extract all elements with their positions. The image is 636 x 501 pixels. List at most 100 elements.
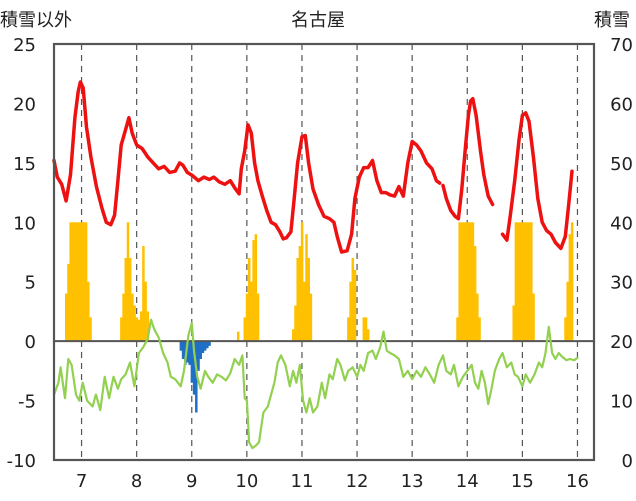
bar-s2-9 xyxy=(84,222,88,342)
x-tick-label: 14 xyxy=(456,471,479,492)
bar-s2-32 xyxy=(256,293,260,342)
left-tick-label: 0 xyxy=(25,332,36,353)
line-s0-seg2 xyxy=(500,111,574,251)
bar-s2-21 xyxy=(139,311,143,342)
right-tick-label: 40 xyxy=(610,213,633,234)
bar-s2-31 xyxy=(254,234,258,342)
bar-s3-8 xyxy=(197,341,200,371)
bar-s2-68 xyxy=(530,222,533,342)
bar-s2-37 xyxy=(300,222,304,342)
right-tick-label: 60 xyxy=(610,94,633,115)
bar-s2-56 xyxy=(471,222,475,342)
bar-s2-20 xyxy=(137,319,141,342)
bar-s2-18 xyxy=(133,305,136,342)
bar-s2-17 xyxy=(131,293,134,342)
bar-s2-12 xyxy=(120,317,123,342)
left-tick-label: -5 xyxy=(18,392,36,413)
bar-s2-44 xyxy=(351,257,355,342)
line-s1-seg0 xyxy=(52,318,579,450)
bar-s3-0 xyxy=(179,341,183,351)
bar-s3-3 xyxy=(186,341,189,363)
right-axis-title: 積雪 xyxy=(594,10,630,31)
bar-s2-29 xyxy=(250,281,253,342)
bar-s2-11 xyxy=(89,317,92,342)
left-tick-label: 20 xyxy=(13,94,36,115)
bar-s2-48 xyxy=(366,329,370,342)
bar-s2-55 xyxy=(469,222,472,342)
x-tick-label: 13 xyxy=(401,471,424,492)
bar-s2-23 xyxy=(144,281,147,342)
left-tick-label: 15 xyxy=(13,154,36,175)
bar-s2-45 xyxy=(353,269,357,342)
left-tick-label: 5 xyxy=(25,273,36,294)
bar-s2-67 xyxy=(527,222,531,342)
right-tick-label: 0 xyxy=(622,451,633,472)
bar-s2-1 xyxy=(67,263,70,342)
bar-s3-4 xyxy=(188,341,191,365)
bar-s3-5 xyxy=(190,341,194,383)
bar-s2-62 xyxy=(516,222,520,342)
bar-s2-28 xyxy=(247,257,251,342)
x-tick-label: 16 xyxy=(566,471,589,492)
bar-s3-10 xyxy=(201,341,205,354)
bar-s2-5 xyxy=(76,222,79,342)
bar-s3-13 xyxy=(208,341,211,346)
bar-s3-12 xyxy=(206,341,209,349)
bar-s2-59 xyxy=(478,317,481,342)
bar-s2-26 xyxy=(243,317,247,342)
bar-s2-19 xyxy=(135,317,139,342)
bar-s2-69 xyxy=(532,293,535,342)
bar-s3-9 xyxy=(199,341,202,359)
x-tick-label: 11 xyxy=(291,471,314,492)
x-tick-label: 8 xyxy=(131,471,142,492)
bar-s2-42 xyxy=(347,317,350,342)
bar-s2-7 xyxy=(80,222,83,342)
bar-s2-39 xyxy=(305,234,308,342)
bar-s2-16 xyxy=(128,257,132,342)
right-tick-label: 20 xyxy=(610,332,633,353)
bar-s2-27 xyxy=(245,293,249,342)
bar-s2-57 xyxy=(473,246,477,342)
bar-s2-8 xyxy=(82,222,86,342)
right-tick-label: 70 xyxy=(610,35,633,56)
bar-s2-60 xyxy=(512,305,515,342)
bar-s2-41 xyxy=(309,293,313,342)
bar-s2-25 xyxy=(236,331,240,342)
bar-s2-72 xyxy=(568,234,572,342)
x-tick-label: 9 xyxy=(186,471,197,492)
bar-s2-43 xyxy=(349,281,352,342)
bar-s2-0 xyxy=(65,293,68,342)
bar-s2-24 xyxy=(146,311,150,342)
bar-s2-53 xyxy=(465,222,468,342)
bar-s2-2 xyxy=(69,222,72,342)
bar-s2-13 xyxy=(122,293,125,342)
bar-s2-64 xyxy=(521,222,524,342)
bar-s2-46 xyxy=(362,317,366,342)
chart-title: 名古屋 xyxy=(291,10,345,31)
x-tick-label: 15 xyxy=(511,471,534,492)
bar-s3-6 xyxy=(192,341,196,395)
bar-s2-50 xyxy=(458,222,461,342)
left-tick-label: 25 xyxy=(13,35,36,56)
bar-s2-35 xyxy=(296,257,299,342)
bar-s2-38 xyxy=(303,281,306,342)
bar-s2-22 xyxy=(142,246,145,342)
right-tick-label: 50 xyxy=(610,154,633,175)
bar-s2-34 xyxy=(294,305,297,342)
bar-s2-14 xyxy=(124,257,128,342)
bar-s2-6 xyxy=(78,222,81,342)
right-tick-label: 10 xyxy=(610,392,633,413)
bar-s2-49 xyxy=(456,317,459,342)
bar-s3-11 xyxy=(203,341,207,351)
x-tick-label: 10 xyxy=(235,471,258,492)
bar-s2-63 xyxy=(519,222,522,342)
x-tick-label: 7 xyxy=(76,471,87,492)
bar-s2-65 xyxy=(523,222,526,342)
bar-s2-52 xyxy=(462,222,466,342)
left-tick-label: -10 xyxy=(7,451,36,472)
left-tick-label: 10 xyxy=(13,213,36,234)
bar-s2-36 xyxy=(298,246,302,342)
bar-s2-70 xyxy=(564,317,567,342)
